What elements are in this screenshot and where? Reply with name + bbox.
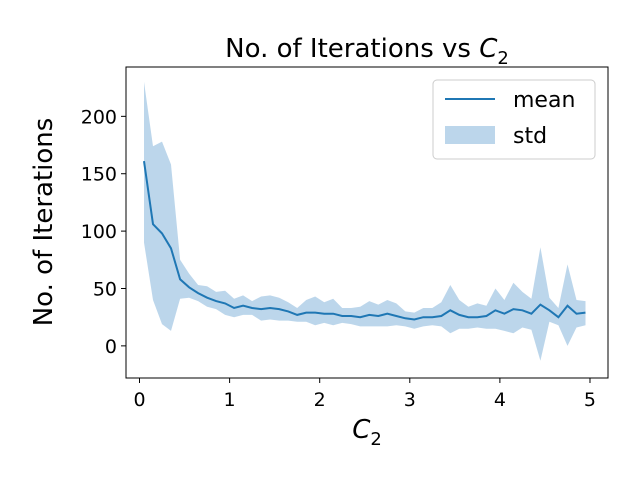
legend-std-label: std	[513, 124, 547, 149]
y-tick-label: 50	[93, 278, 117, 300]
legend: mean std	[432, 79, 596, 160]
y-axis-label: No. of Iterations	[29, 118, 59, 327]
x-tick-label: 1	[224, 389, 236, 411]
x-tick-label: 3	[404, 389, 416, 411]
chart-title-var: C	[479, 34, 498, 64]
mean-line	[143, 160, 586, 321]
x-tick-label: 0	[133, 389, 145, 411]
chart-title: No. of Iterations vs C2	[225, 34, 509, 69]
chart-title-prefix: No. of Iterations vs	[225, 34, 479, 64]
std-band	[144, 81, 586, 361]
chart-title-sub: 2	[497, 48, 508, 69]
y-axis: 0 50 100 150 200	[81, 106, 126, 358]
x-axis: 0 1 2 3 4 5	[133, 378, 596, 411]
y-tick-label: 100	[81, 221, 117, 243]
x-axis-label: C2	[352, 415, 382, 450]
x-tick-label: 5	[584, 389, 596, 411]
y-tick-label: 200	[81, 106, 117, 128]
y-tick-label: 150	[81, 164, 117, 186]
y-tick-label: 0	[105, 336, 117, 358]
legend-std-swatch	[445, 126, 495, 144]
x-axis-label-var: C	[352, 415, 371, 445]
legend-mean-label: mean	[513, 88, 575, 113]
plot-frame	[125, 66, 609, 379]
x-tick-label: 2	[314, 389, 326, 411]
x-tick-label: 4	[494, 389, 506, 411]
x-axis-label-sub: 2	[370, 429, 381, 450]
